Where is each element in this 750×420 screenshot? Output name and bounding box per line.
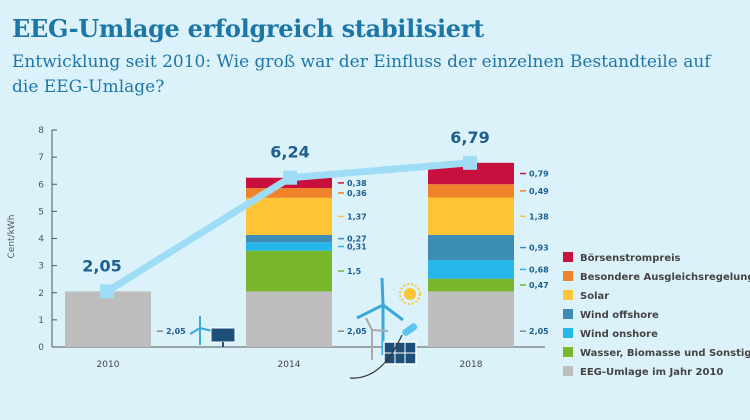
wind-turbine-icon	[189, 316, 213, 345]
bar-segment	[428, 291, 514, 347]
solar-panel-icon	[210, 327, 236, 347]
wind-turbine-icon	[365, 317, 389, 360]
value-label: 0,49	[529, 187, 549, 196]
bar-segment	[246, 242, 332, 251]
legend-label: Wasser, Biomasse und Sonstiges	[580, 348, 750, 359]
y-tick-label: 8	[38, 126, 44, 136]
value-label: 0,79	[529, 170, 549, 179]
bar-segment	[246, 188, 332, 198]
value-label: 2,05	[166, 327, 186, 336]
value-label: 0,36	[347, 189, 367, 198]
x-tick-label: 2010	[97, 360, 120, 370]
legend-swatch	[563, 252, 573, 262]
y-axis-label: Cent/kWh	[7, 215, 17, 259]
bar-segment	[246, 250, 332, 292]
legend-swatch	[563, 328, 573, 338]
value-label: 0,31	[347, 243, 367, 252]
legend-label: Solar	[580, 291, 609, 302]
value-label: 2,05	[529, 327, 549, 336]
plug-icon	[349, 323, 418, 379]
bar-segment	[428, 197, 514, 235]
y-tick-label: 0	[38, 343, 44, 353]
bar-segment	[65, 291, 151, 347]
legend-label: Wind onshore	[580, 329, 658, 340]
value-label: 0,47	[529, 281, 549, 290]
legend-label: Besondere Ausgleichsregelungen	[580, 272, 750, 283]
x-tick-label: 2018	[460, 360, 483, 370]
legend-label: EEG-Umlage im Jahr 2010	[580, 367, 723, 378]
bar-segment	[428, 184, 514, 198]
value-label: 1,5	[347, 267, 362, 276]
chart-title: EEG-Umlage erfolgreich stabilisiert	[12, 14, 484, 43]
y-tick-label: 5	[38, 207, 44, 217]
bar-segment	[428, 234, 514, 261]
line-point	[463, 155, 477, 170]
bar-segment	[428, 260, 514, 279]
value-label: 2,05	[347, 327, 367, 336]
legend-swatch	[563, 309, 573, 319]
value-label: 1,38	[529, 212, 549, 221]
line-point	[283, 170, 297, 185]
y-tick-label: 6	[38, 180, 44, 190]
y-tick-label: 1	[38, 316, 44, 326]
y-tick-label: 2	[38, 289, 44, 299]
legend-swatch	[563, 290, 573, 300]
bar-segment	[246, 197, 332, 235]
sun-icon	[399, 283, 421, 305]
line-point	[100, 284, 114, 299]
y-tick-label: 7	[38, 153, 44, 163]
value-label: 0,68	[529, 265, 549, 274]
value-label: 0,38	[347, 179, 367, 188]
bar-segment	[428, 278, 514, 292]
value-label: 0,93	[529, 244, 549, 253]
x-tick-label: 2014	[278, 360, 301, 370]
value-label: 0,27	[347, 235, 367, 244]
y-tick-label: 4	[38, 235, 44, 245]
line-value-label: 6,24	[270, 143, 309, 162]
value-label: 1,37	[347, 212, 367, 221]
legend-label: Wind offshore	[580, 310, 659, 321]
legend-swatch	[563, 271, 573, 281]
bar-segment	[428, 162, 514, 185]
line-value-label: 2,05	[82, 256, 121, 275]
bar-segment	[246, 234, 332, 243]
renewables-illustration	[189, 277, 421, 379]
legend-swatch	[563, 366, 573, 376]
legend-label: Börsenstrompreis	[580, 253, 681, 264]
solar-panel-icon	[383, 341, 417, 365]
line-value-label: 6,79	[450, 128, 489, 147]
legend-swatch	[563, 347, 573, 357]
chart-subtitle: Entwicklung seit 2010: Wie groß war der …	[12, 52, 711, 97]
bar-segment	[246, 291, 332, 347]
y-tick-label: 3	[38, 262, 44, 272]
